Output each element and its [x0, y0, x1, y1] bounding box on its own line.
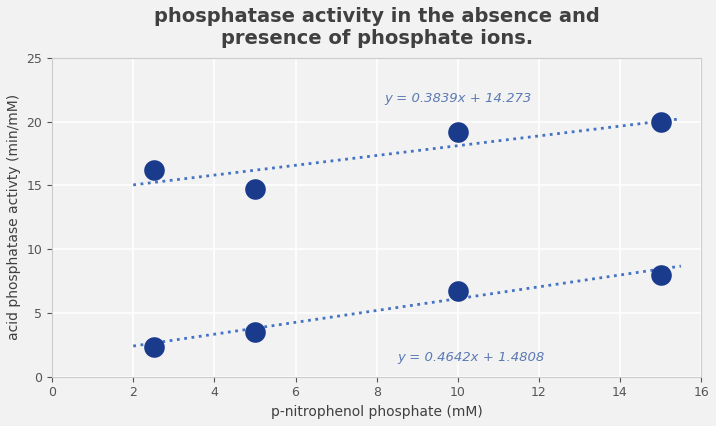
X-axis label: p-nitrophenol phosphate (mM): p-nitrophenol phosphate (mM): [271, 405, 483, 419]
Y-axis label: acid phosphatase activty (min/mM): acid phosphatase activty (min/mM): [7, 94, 21, 340]
Point: [249, 329, 261, 336]
Point: [655, 118, 667, 125]
Point: [655, 271, 667, 278]
Point: [452, 128, 463, 135]
Text: y = 0.3839x + 14.273: y = 0.3839x + 14.273: [384, 92, 532, 106]
Title: phosphatase activity in the absence and
presence of phosphate ions.: phosphatase activity in the absence and …: [154, 7, 599, 48]
Point: [147, 167, 159, 173]
Point: [452, 288, 463, 295]
Text: y = 0.4642x + 1.4808: y = 0.4642x + 1.4808: [397, 351, 544, 365]
Point: [249, 186, 261, 193]
Point: [147, 344, 159, 351]
